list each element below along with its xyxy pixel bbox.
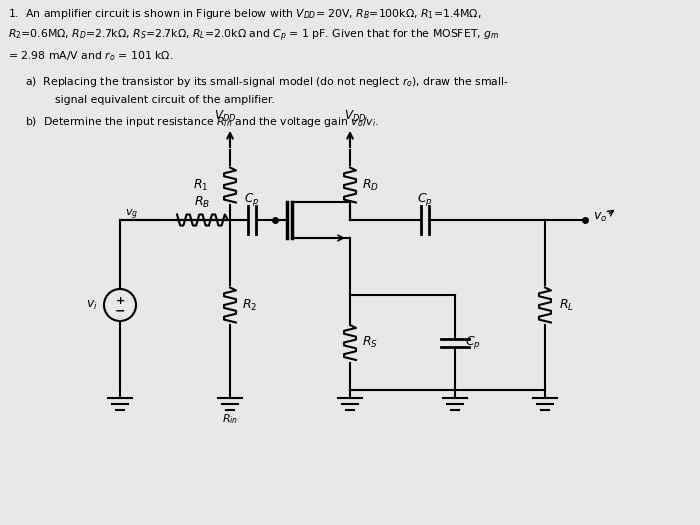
Text: $C_p$: $C_p$ <box>417 191 433 208</box>
Text: $R_2$: $R_2$ <box>242 298 258 312</box>
Text: $R_{in}$: $R_{in}$ <box>222 412 238 426</box>
Text: −: − <box>115 304 125 318</box>
Text: 1.  An amplifier circuit is shown in Figure below with $V_{DD}$= 20V, $R_B$=100k: 1. An amplifier circuit is shown in Figu… <box>8 7 482 21</box>
Text: $v_i$: $v_i$ <box>86 298 98 311</box>
Text: $R_L$: $R_L$ <box>559 298 574 312</box>
Text: b)  Determine the input resistance $R_{in}$ and the voltage gain $v_o$/$v_i$.: b) Determine the input resistance $R_{in… <box>25 115 379 129</box>
Text: $C_p$: $C_p$ <box>244 191 260 208</box>
Text: $R_2$=0.6MΩ, $R_D$=2.7kΩ, $R_S$=2.7kΩ, $R_L$=2.0kΩ and $C_p$ = 1 pF. Given that : $R_2$=0.6MΩ, $R_D$=2.7kΩ, $R_S$=2.7kΩ, $… <box>8 28 499 45</box>
Text: $V_{DD}$: $V_{DD}$ <box>214 109 236 124</box>
Text: $R_1$: $R_1$ <box>193 177 208 193</box>
Text: $v_o$: $v_o$ <box>593 211 608 224</box>
Text: a)  Replacing the transistor by its small-signal model (do not neglect $r_o$), d: a) Replacing the transistor by its small… <box>25 75 509 89</box>
Text: +: + <box>116 296 125 306</box>
Text: $R_D$: $R_D$ <box>362 177 379 193</box>
Text: signal equivalent circuit of the amplifier.: signal equivalent circuit of the amplifi… <box>55 95 274 105</box>
Text: $R_S$: $R_S$ <box>362 335 378 350</box>
Text: $V_{DD}$: $V_{DD}$ <box>344 109 366 124</box>
Text: = 2.98 mA/V and $r_o$ = 101 kΩ.: = 2.98 mA/V and $r_o$ = 101 kΩ. <box>8 49 174 63</box>
Text: $v_g$: $v_g$ <box>125 208 138 222</box>
Text: $C_p$: $C_p$ <box>465 334 481 351</box>
Text: $R_B$: $R_B$ <box>195 195 211 210</box>
